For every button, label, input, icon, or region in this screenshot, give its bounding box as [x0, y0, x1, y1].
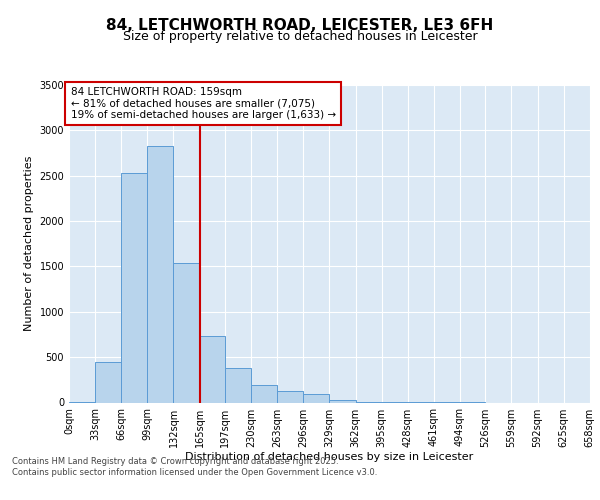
Bar	[303, 394, 329, 402]
Bar	[148, 146, 173, 403]
X-axis label: Distribution of detached houses by size in Leicester: Distribution of detached houses by size …	[185, 452, 473, 462]
Bar	[95, 362, 121, 403]
Text: Contains HM Land Registry data © Crown copyright and database right 2025.
Contai: Contains HM Land Registry data © Crown c…	[12, 458, 377, 477]
Bar	[277, 390, 303, 402]
Y-axis label: Number of detached properties: Number of detached properties	[24, 156, 34, 332]
Bar	[251, 386, 277, 402]
Bar	[225, 368, 251, 402]
Text: 84 LETCHWORTH ROAD: 159sqm
← 81% of detached houses are smaller (7,075)
19% of s: 84 LETCHWORTH ROAD: 159sqm ← 81% of deta…	[71, 87, 336, 120]
Text: 84, LETCHWORTH ROAD, LEICESTER, LE3 6FH: 84, LETCHWORTH ROAD, LEICESTER, LE3 6FH	[106, 18, 494, 32]
Bar	[200, 336, 225, 402]
Text: Size of property relative to detached houses in Leicester: Size of property relative to detached ho…	[122, 30, 478, 43]
Bar	[173, 263, 200, 402]
Bar	[121, 173, 148, 402]
Bar	[329, 400, 356, 402]
